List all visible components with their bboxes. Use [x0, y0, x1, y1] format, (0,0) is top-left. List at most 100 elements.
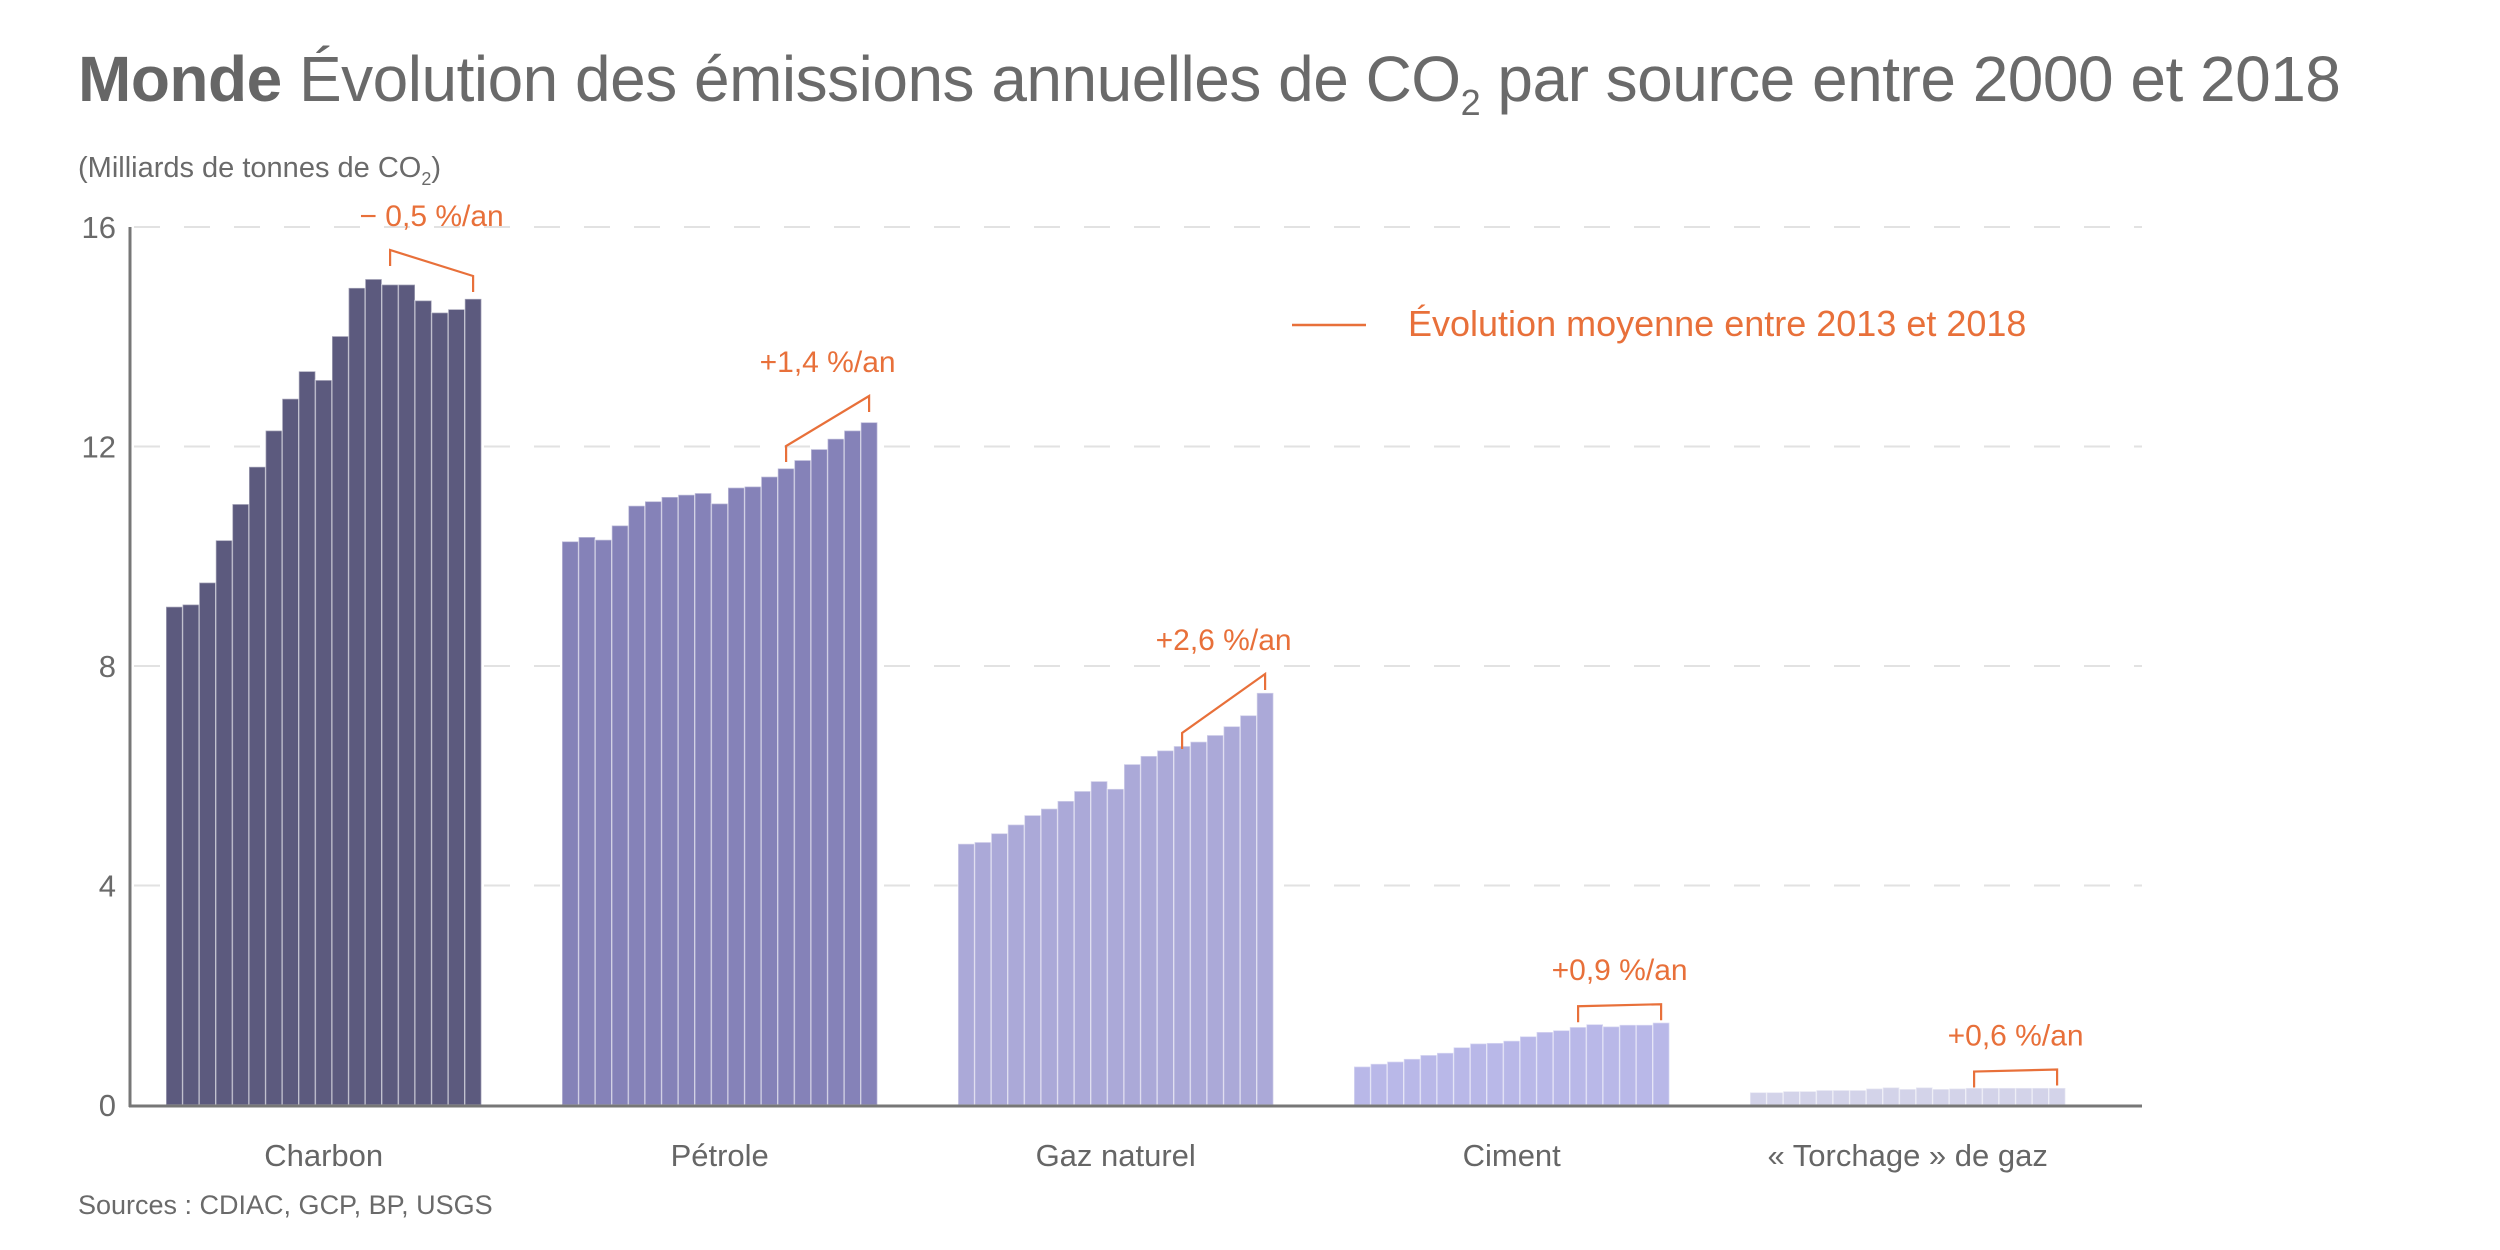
bar — [1848, 1089, 1867, 1106]
bar — [1056, 800, 1075, 1106]
bar — [577, 536, 596, 1106]
y-axis-unit: (Milliards de tonnes de CO2) — [78, 152, 441, 190]
x-category-label: Charbon — [264, 1138, 383, 1173]
source-note: Sources : CDIAC, GCP, BP, USGS — [78, 1190, 493, 1220]
title-text-end: par source entre 2000 et 2018 — [1480, 43, 2341, 115]
bar — [298, 370, 317, 1106]
bar — [2014, 1087, 2033, 1106]
bar — [414, 299, 433, 1106]
bar — [281, 398, 300, 1106]
bar — [594, 539, 613, 1106]
chart-title: Monde Évolution des émissions annuelles … — [78, 42, 2341, 124]
trend-annotation: − 0,5 %/an — [359, 200, 503, 233]
bar — [1865, 1087, 1884, 1106]
bar — [1023, 814, 1042, 1106]
bar — [1106, 788, 1125, 1106]
bar — [860, 421, 879, 1106]
trend-annotation: +0,9 %/an — [1552, 954, 1688, 987]
bar — [973, 841, 992, 1106]
bar — [1386, 1060, 1405, 1106]
bar — [990, 832, 1009, 1106]
bar — [1618, 1024, 1637, 1106]
x-category-label: Ciment — [1463, 1138, 1562, 1173]
x-category-label: Gaz naturel — [1036, 1138, 1196, 1173]
bar-group — [165, 278, 483, 1106]
bar — [1369, 1063, 1388, 1106]
trend-annotation: +0,6 %/an — [1948, 1020, 2084, 1053]
legend-label: Évolution moyenne entre 2013 et 2018 — [1408, 303, 2026, 344]
bar — [264, 429, 283, 1106]
bar — [1469, 1042, 1488, 1106]
x-axis-labels: Charbon Pétrole Gaz naturel Ciment « Torchag… — [264, 1138, 2048, 1173]
bar — [1502, 1040, 1521, 1106]
bar — [1602, 1025, 1621, 1106]
trend-annotation: +1,4 %/an — [760, 346, 896, 379]
bar — [447, 308, 466, 1106]
bar — [627, 505, 646, 1106]
bar — [1090, 780, 1109, 1106]
bar — [826, 438, 845, 1106]
bar — [1452, 1046, 1471, 1106]
bar — [1256, 692, 1275, 1106]
y-tick-label: 4 — [99, 869, 116, 904]
bar — [1552, 1029, 1571, 1106]
bar — [1139, 755, 1158, 1106]
title-text: Évolution des émissions annuelles de CO — [298, 43, 1461, 115]
unit-text: (Milliards de tonnes de CO — [78, 152, 422, 184]
bar — [464, 298, 483, 1106]
y-tick-label: 16 — [82, 210, 116, 245]
bar — [1535, 1031, 1554, 1106]
bar — [760, 475, 779, 1106]
x-category-label: Pétrole — [671, 1138, 769, 1173]
bar — [957, 843, 976, 1106]
bar-group — [1353, 1021, 1671, 1106]
bar — [1931, 1088, 1950, 1106]
bar — [1239, 714, 1258, 1106]
bar — [1948, 1087, 1967, 1106]
bar — [1832, 1089, 1851, 1106]
bar — [843, 429, 862, 1106]
bar — [1222, 725, 1241, 1106]
y-tick-label: 12 — [82, 430, 116, 465]
bar — [231, 503, 250, 1106]
bar-group — [957, 692, 1275, 1106]
title-subscript: 2 — [1460, 82, 1481, 123]
bar — [1189, 741, 1208, 1106]
bar — [710, 502, 729, 1106]
bar — [660, 496, 679, 1106]
bar — [694, 492, 713, 1106]
bar — [1156, 749, 1175, 1106]
y-axis-ticks: 0 4 8 12 16 — [82, 210, 116, 1123]
trend-bracket — [389, 248, 475, 292]
bar — [314, 379, 333, 1106]
bar — [2048, 1087, 2067, 1106]
bar — [1436, 1052, 1455, 1106]
bar — [1040, 807, 1059, 1106]
bar — [347, 287, 366, 1106]
bar — [215, 539, 234, 1106]
bar — [1998, 1087, 2017, 1106]
trend-bracket — [1577, 1003, 1663, 1023]
bar — [1206, 734, 1225, 1106]
y-tick-label: 0 — [99, 1088, 116, 1123]
bar — [1915, 1086, 1934, 1106]
unit-subscript: 2 — [421, 169, 432, 189]
bar — [1007, 823, 1026, 1106]
bar — [1782, 1090, 1801, 1106]
bar — [1123, 763, 1142, 1106]
bar — [561, 540, 580, 1106]
trend-annotation: +2,6 %/an — [1156, 624, 1292, 657]
bar — [777, 467, 796, 1106]
bar — [1519, 1035, 1538, 1106]
bar — [1765, 1091, 1784, 1106]
bar — [1799, 1090, 1818, 1106]
bar — [1419, 1054, 1438, 1106]
title-region: Monde — [78, 43, 282, 115]
y-tick-label: 8 — [99, 649, 116, 684]
bar — [198, 581, 217, 1106]
trend-bracket — [1181, 671, 1267, 749]
bar — [397, 283, 416, 1106]
bar — [1965, 1087, 1984, 1106]
bar — [1749, 1091, 1768, 1106]
bar — [331, 335, 350, 1106]
